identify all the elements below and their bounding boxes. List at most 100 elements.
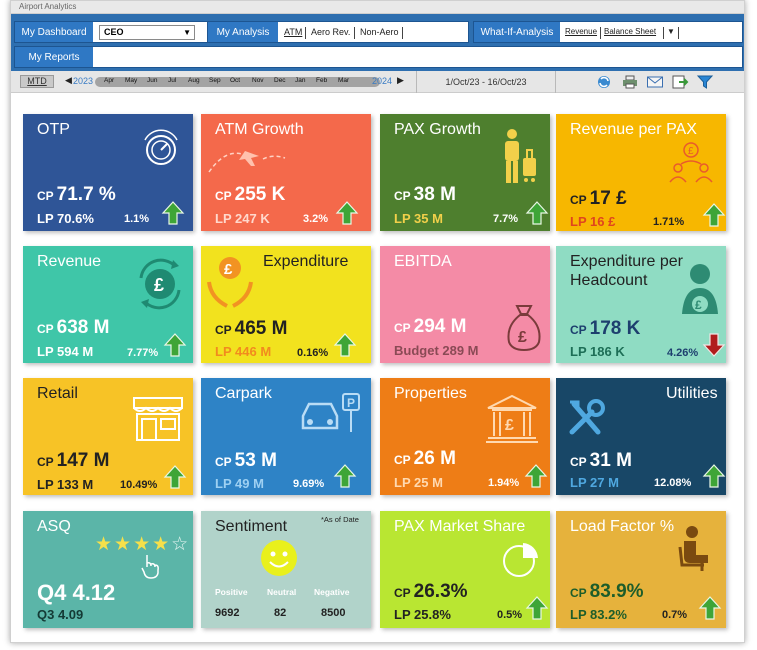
- analysis-link-atm[interactable]: ATM: [284, 27, 303, 37]
- tile-expenditure[interactable]: Expenditure £ CP 465 M LP 446 M 0.16%: [201, 246, 371, 363]
- person-pound-icon: £: [682, 264, 718, 314]
- month-label[interactable]: Aug: [188, 77, 200, 84]
- trend-up-arrow-icon: [335, 201, 359, 225]
- tile-pax-market-share[interactable]: PAX Market Share CP 26.3% LP 25.8% 0.5%: [380, 511, 550, 628]
- month-label[interactable]: Dec: [274, 77, 286, 84]
- last-period-value: LP 35 M: [394, 211, 443, 226]
- month-label[interactable]: Sep: [209, 77, 221, 84]
- last-period-value: LP 27 M: [570, 475, 619, 490]
- mtd-toggle[interactable]: MTD: [20, 75, 54, 88]
- what-if-analysis-button[interactable]: What-If-Analysis: [474, 22, 560, 42]
- last-period-value: LP 247 K: [215, 211, 270, 226]
- month-label[interactable]: Mar: [338, 77, 350, 84]
- svg-text:£: £: [518, 329, 527, 346]
- month-label[interactable]: Jan: [295, 77, 306, 84]
- change-percent: 0.7%: [662, 609, 688, 621]
- what-if-box: What-If-Analysis Revenue Balance Sheet ▼: [473, 21, 743, 43]
- change-percent: 9.69%: [293, 478, 325, 490]
- year-start[interactable]: 2023: [73, 76, 94, 86]
- last-period-value: LP 70.6%: [37, 211, 94, 226]
- tile-utilities[interactable]: Utilities CP 31 M LP 27 M 12.08%: [556, 378, 726, 495]
- tile-sentiment[interactable]: Sentiment *As of Date Positive Neutral N…: [201, 511, 371, 628]
- tile-load-factor[interactable]: Load Factor % CP 83.9% LP 83.2% 0.7%: [556, 511, 726, 628]
- month-slider[interactable]: Apr May Jun Jul Aug Sep Oct Nov Dec Jan …: [95, 77, 380, 87]
- whatif-link-revenue[interactable]: Revenue: [565, 27, 598, 36]
- my-analysis-button[interactable]: My Analysis: [208, 22, 278, 42]
- whatif-link-balance-sheet[interactable]: Balance Sheet: [604, 27, 657, 36]
- current-period-value: CP 38 M: [394, 184, 456, 205]
- filter-icon[interactable]: [696, 74, 714, 90]
- analysis-box: My Analysis ATM Aero Rev. Non-Aero: [207, 21, 469, 43]
- trend-up-arrow-icon: [525, 201, 549, 225]
- tile-title: PAX Market Share: [394, 518, 526, 535]
- current-period-value: CP 294 M: [394, 316, 467, 337]
- role-select[interactable]: CEO ▼: [99, 25, 195, 40]
- last-period-value: LP 186 K: [570, 344, 625, 359]
- export-icon[interactable]: [671, 74, 689, 90]
- period-bar: MTD ◀ 2023 Apr May Jun Jul Aug Sep Oct N…: [11, 71, 744, 93]
- print-icon[interactable]: [621, 74, 639, 90]
- tile-title: Utilities: [666, 385, 718, 402]
- sentiment-negative-count: 8500: [321, 607, 346, 619]
- trend-up-arrow-icon: [161, 201, 185, 225]
- next-year-icon[interactable]: ▶: [397, 75, 404, 85]
- tile-properties[interactable]: Properties £ CP 26 M LP 25 M 1.94%: [380, 378, 550, 495]
- tile-asq[interactable]: ASQ ★★★★☆ Q4 4.12 Q3 4.09: [23, 511, 193, 628]
- email-icon[interactable]: [646, 74, 664, 90]
- reports-box: My Reports: [14, 46, 743, 68]
- current-period-value: CP 26.3%: [394, 581, 468, 602]
- nav-band: My Dashboard CEO ▼ My Analysis ATM Aero …: [11, 14, 744, 71]
- year-end[interactable]: 2024: [372, 76, 393, 86]
- tile-ebitda[interactable]: EBITDA £ CP 294 M Budget 289 M: [380, 246, 550, 363]
- asq-previous-quarter: Q3 4.09: [37, 607, 84, 622]
- whatif-more-chevron-icon[interactable]: ▼: [667, 27, 675, 36]
- tile-retail[interactable]: Retail CP 147 M LP 133 M 10.49%: [23, 378, 193, 495]
- svg-text:£: £: [154, 275, 164, 295]
- change-percent: 1.1%: [124, 213, 150, 225]
- month-label[interactable]: Nov: [252, 77, 264, 84]
- sentiment-label-positive: Positive: [215, 587, 248, 597]
- refresh-icon[interactable]: [595, 74, 613, 90]
- divider: [402, 27, 403, 39]
- divider: [305, 27, 306, 39]
- tile-revenue-per-pax[interactable]: Revenue per PAX £ CP 17 £ LP 16 £ 1.71%: [556, 114, 726, 231]
- trend-up-arrow-icon: [163, 465, 187, 489]
- current-period-value: CP 83.9%: [570, 581, 644, 602]
- chevron-down-icon: ▼: [183, 28, 191, 37]
- tile-carpark[interactable]: Carpark P CP 53 M LP 49 M 9.69%: [201, 378, 371, 495]
- month-label[interactable]: May: [125, 77, 138, 84]
- month-label[interactable]: Oct: [230, 77, 241, 84]
- divider: [354, 27, 355, 39]
- change-percent: 7.77%: [127, 347, 159, 359]
- change-percent: 0.5%: [497, 609, 523, 621]
- my-reports-button[interactable]: My Reports: [15, 47, 93, 67]
- month-label[interactable]: Jun: [147, 77, 158, 84]
- tile-otp[interactable]: OTP CP 71.7 % LP 70.6% 1.1%: [23, 114, 193, 231]
- last-period-value: LP 25 M: [394, 475, 443, 490]
- month-label[interactable]: Apr: [104, 77, 115, 84]
- svg-text:£: £: [505, 417, 514, 434]
- hands-coin-icon: £: [207, 257, 253, 308]
- people-money-icon: £: [669, 142, 713, 183]
- analysis-link-non-aero[interactable]: Non-Aero: [360, 27, 399, 37]
- analysis-link-aero-rev[interactable]: Aero Rev.: [311, 27, 351, 37]
- as-of-date-note: *As of Date: [321, 515, 359, 524]
- stopwatch-icon: [144, 129, 178, 165]
- storefront-icon: [133, 397, 183, 441]
- tile-atm-growth[interactable]: ATM Growth CP 255 K LP 247 K 3.2%: [201, 114, 371, 231]
- current-period-value: CP 638 M: [37, 317, 110, 338]
- month-label[interactable]: Jul: [168, 77, 177, 84]
- month-label[interactable]: Feb: [316, 77, 328, 84]
- change-percent: 3.2%: [303, 213, 329, 225]
- window-title: Airport Analytics: [19, 2, 77, 11]
- smiley-icon: [261, 540, 297, 576]
- pie-chart-icon: [503, 543, 538, 577]
- tile-revenue[interactable]: Revenue £ CP 638 M LP 594 M 7.77%: [23, 246, 193, 363]
- tile-title: Load Factor %: [570, 518, 675, 535]
- tile-pax-growth[interactable]: PAX Growth CP 38 M LP 35 M 7.7%: [380, 114, 550, 231]
- my-dashboard-button[interactable]: My Dashboard: [15, 22, 93, 42]
- prev-year-icon[interactable]: ◀: [65, 75, 72, 85]
- traveller-icon: [505, 129, 536, 183]
- tile-expenditure-per-headcount[interactable]: Expenditure per Headcount £ CP 178 K LP 1…: [556, 246, 726, 363]
- last-period-value: LP 133 M: [37, 477, 94, 492]
